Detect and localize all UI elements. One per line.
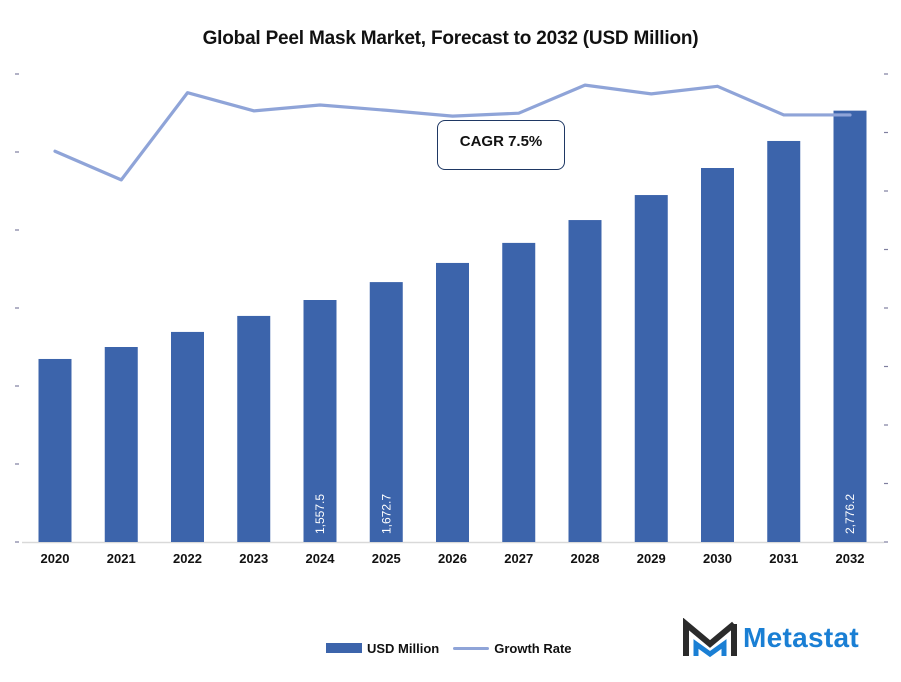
x-tick-label-2020: 2020 bbox=[41, 551, 70, 566]
bar-2031 bbox=[767, 140, 801, 542]
bar-2023 bbox=[237, 315, 271, 542]
x-tick-label-2026: 2026 bbox=[438, 551, 467, 566]
metastat-logo: Metastat bbox=[683, 618, 859, 658]
x-tick-label-2031: 2031 bbox=[769, 551, 798, 566]
metastat-m-icon bbox=[683, 618, 737, 658]
x-tick-label-2021: 2021 bbox=[107, 551, 136, 566]
bar-2032 bbox=[833, 110, 867, 543]
bar-2026 bbox=[436, 262, 469, 542]
bar-2029 bbox=[634, 195, 668, 542]
x-tick-label-2022: 2022 bbox=[173, 551, 202, 566]
growth-rate-series bbox=[53, 83, 852, 182]
legend-item-usd-million: USD Million bbox=[326, 641, 439, 656]
x-tick-label-2024: 2024 bbox=[306, 551, 336, 566]
x-tick-label-2029: 2029 bbox=[637, 551, 666, 566]
bar-2020 bbox=[38, 358, 72, 542]
chart-title: Global Peel Mask Market, Forecast to 203… bbox=[202, 28, 699, 49]
bar-data-label-2032: 2,776.2 bbox=[843, 494, 857, 534]
bar-2022 bbox=[171, 331, 204, 542]
x-tick-label-2023: 2023 bbox=[239, 551, 268, 566]
bar-2028 bbox=[568, 220, 602, 543]
legend: USD Million Growth Rate bbox=[326, 638, 586, 658]
bar-data-labels: 1,557.5 1,672.7 2,776.2 bbox=[313, 494, 857, 534]
bar-2024 bbox=[303, 300, 337, 542]
x-tick-label-2028: 2028 bbox=[571, 551, 600, 566]
legend-label-growth-rate: Growth Rate bbox=[494, 640, 572, 656]
bar-series bbox=[38, 110, 867, 543]
left-axis bbox=[15, 73, 19, 543]
legend-label-usd-million: USD Million bbox=[367, 640, 440, 656]
x-tick-label-2027: 2027 bbox=[504, 551, 533, 566]
bar-data-label-2025: 1,672.7 bbox=[379, 494, 393, 534]
legend-bar-swatch bbox=[326, 643, 362, 653]
right-axis bbox=[884, 73, 888, 543]
bar-2021 bbox=[104, 347, 138, 542]
cagr-text: CAGR 7.5% bbox=[459, 133, 543, 150]
cagr-annotation: CAGR 7.5% bbox=[437, 120, 565, 170]
logo-text: Metastat bbox=[743, 622, 859, 653]
legend-line-swatch bbox=[453, 646, 490, 650]
x-axis-tick-labels: 2020 2021 2022 2023 2024 2025 2026 2027 2028 2029… bbox=[41, 551, 865, 566]
bar-2025 bbox=[369, 282, 403, 542]
x-tick-label-2030: 2030 bbox=[703, 551, 732, 566]
bar-data-label-2024: 1,557.5 bbox=[313, 494, 327, 534]
x-tick-label-2032: 2032 bbox=[836, 551, 865, 566]
x-tick-label-2025: 2025 bbox=[372, 551, 401, 566]
legend-item-growth-rate: Growth Rate bbox=[453, 640, 572, 656]
bar-2027 bbox=[502, 242, 536, 543]
bar-2030 bbox=[701, 168, 734, 542]
